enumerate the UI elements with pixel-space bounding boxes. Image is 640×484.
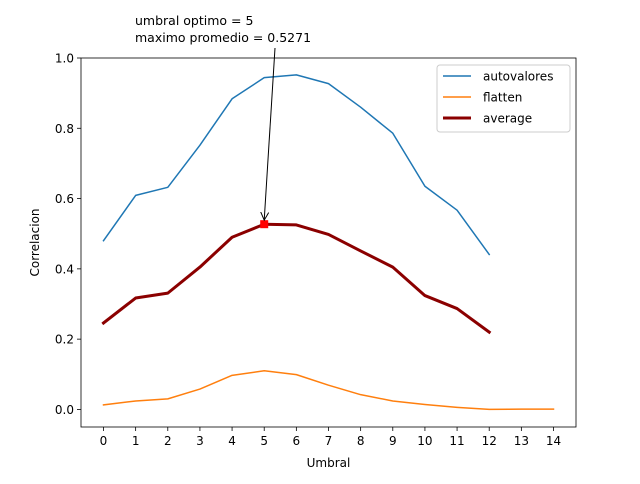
x-tick-label: 3 [196,434,204,448]
series-line-average [101,222,492,335]
optimum-marker [260,220,269,229]
x-axis-label: Umbral [307,456,351,470]
marker-layer [260,220,269,229]
x-tick-label: 14 [546,434,561,448]
x-tick-label: 8 [357,434,365,448]
y-axis-label: Correlacion [28,208,42,276]
series-layer [101,74,555,411]
legend-label-flatten: flatten [483,91,522,105]
x-tick-label: 11 [449,434,464,448]
y-axis-ticks: 0.0 0.2 0.4 0.6 0.8 1.0 [55,52,81,417]
x-tick-label: 13 [514,434,529,448]
x-tick-label: 6 [293,434,301,448]
x-tick-label: 0 [100,434,108,448]
legend-label-average: average [483,112,532,126]
x-tick-label: 12 [482,434,497,448]
x-tick-label: 10 [417,434,432,448]
annotation-line-1: umbral optimo = 5 [135,13,253,28]
y-tick-label: 1.0 [55,52,74,66]
x-axis-ticks: 0 1 2 3 4 5 6 7 8 9 10 11 12 13 14 [100,427,561,448]
x-tick-label: 7 [325,434,333,448]
legend-frame [436,64,571,133]
legend: autovalores flatten average [436,64,571,133]
y-tick-label: 0.6 [55,192,74,206]
legend-label-autovalores: autovalores [483,70,553,84]
x-tick-label: 9 [389,434,397,448]
annotation-line-2: maximo promedio = 0.5271 [135,30,311,45]
x-tick-label: 4 [228,434,236,448]
series-line-flatten [102,370,555,411]
series-line-autovalores [102,74,491,256]
y-tick-label: 0.2 [55,333,74,347]
x-tick-label: 2 [164,434,172,448]
annotation-arrow [264,47,276,220]
annotation: umbral optimo = 5 maximo promedio = 0.52… [135,13,311,220]
x-tick-label: 5 [260,434,268,448]
y-tick-label: 0.0 [55,403,74,417]
y-tick-label: 0.4 [55,262,74,276]
x-tick-label: 1 [132,434,140,448]
y-tick-label: 0.8 [55,122,74,136]
